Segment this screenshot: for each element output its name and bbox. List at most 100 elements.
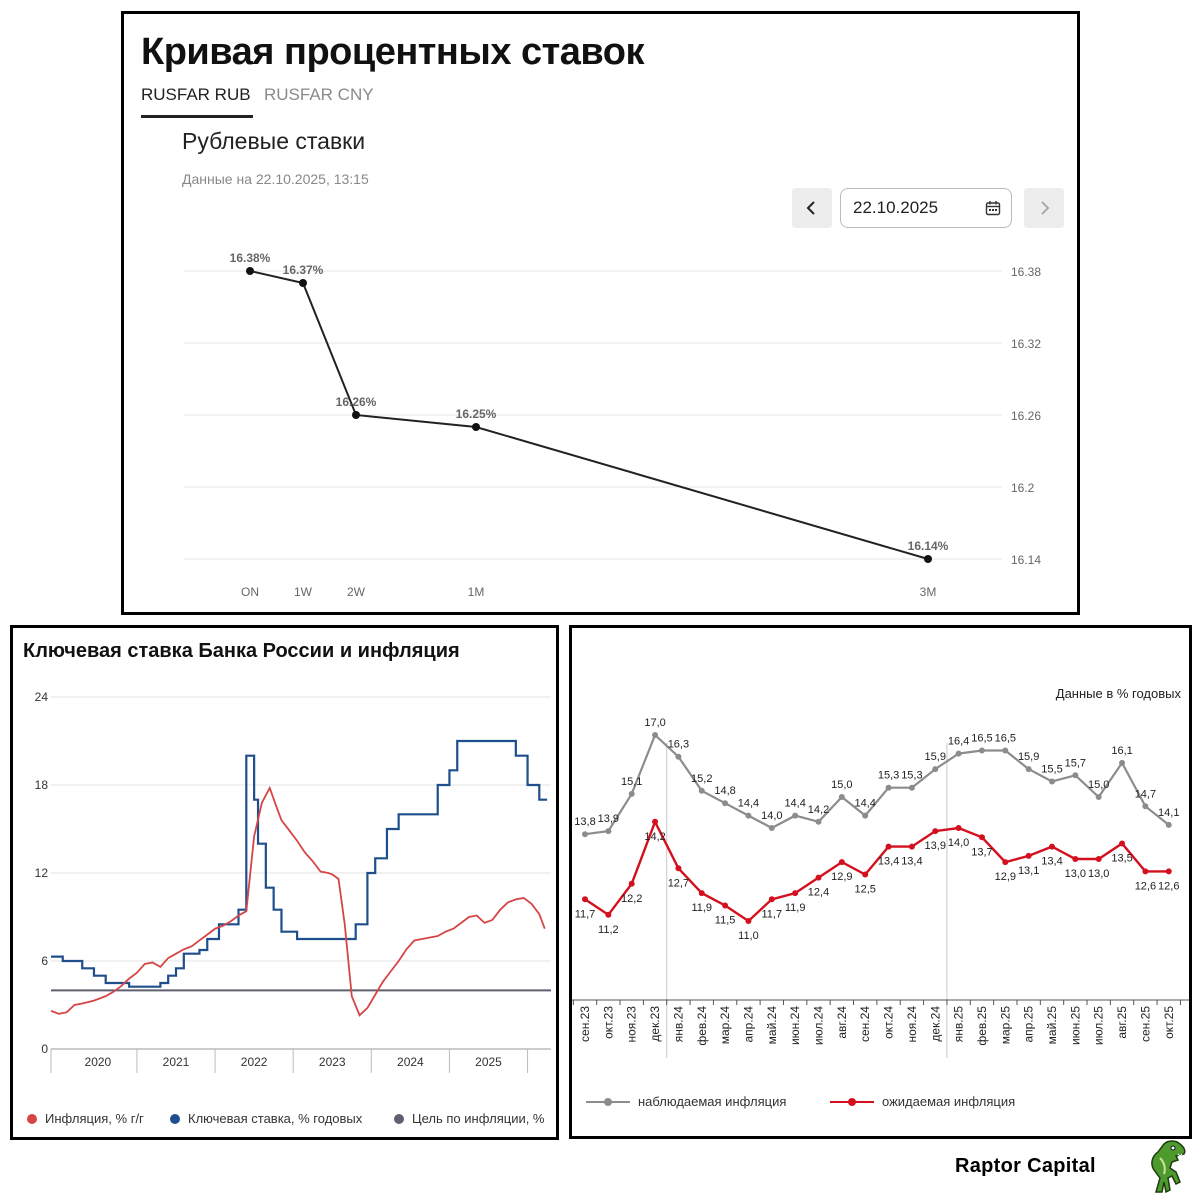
y-tick-label: 24 xyxy=(35,690,49,704)
legend-dot-red xyxy=(27,1113,37,1124)
x-tick-label: май.25 xyxy=(1045,1006,1059,1045)
data-label: 15,7 xyxy=(1065,757,1086,769)
dinosaur-logo-icon xyxy=(1151,1140,1186,1194)
page-title: Кривая процентных ставок xyxy=(141,31,645,73)
data-label: 16.37% xyxy=(283,263,324,277)
data-point xyxy=(908,843,915,850)
data-label: 12,7 xyxy=(668,877,689,889)
x-tick-label: 1W xyxy=(294,585,313,599)
chart-subtitle: Рублевые ставки xyxy=(182,128,366,154)
inflation-expectations-chart: сен.23 окт.23 ноя.23 дек.23 янв.24 фев.24 мар.… xyxy=(572,717,1189,1058)
data-point xyxy=(885,784,892,791)
data-point xyxy=(1165,868,1172,875)
prev-date-button[interactable] xyxy=(792,188,832,228)
year-label: 2024 xyxy=(397,1055,424,1069)
data-label: 16,1 xyxy=(1111,745,1132,757)
data-label: 13,9 xyxy=(598,813,619,825)
legend-label: наблюдаемая инфляция xyxy=(638,1094,787,1109)
data-label: 16,5 xyxy=(971,733,992,745)
data-label: 11,2 xyxy=(598,924,619,936)
data-point xyxy=(745,918,752,924)
x-tick-label: янв.24 xyxy=(671,1006,685,1043)
data-label: 15,1 xyxy=(621,776,642,788)
inflation-line xyxy=(50,785,546,1017)
x-tick-label: 3M xyxy=(920,585,937,599)
data-point xyxy=(1095,794,1102,800)
x-tick-label: сен.23 xyxy=(578,1006,592,1042)
data-point xyxy=(1142,803,1149,810)
key-rate-line xyxy=(51,739,548,988)
data-point xyxy=(1072,772,1079,779)
data-label: 13,7 xyxy=(971,846,992,858)
x-tick-label: фев.24 xyxy=(695,1006,709,1046)
x-tick-label: дек.24 xyxy=(928,1006,942,1042)
data-point xyxy=(815,874,822,881)
date-input[interactable]: 22.10.2025 xyxy=(840,188,1012,228)
data-point xyxy=(1072,856,1079,862)
data-label: 12,6 xyxy=(1158,880,1179,892)
data-label: 14,4 xyxy=(854,798,875,810)
tab-rusfar-cny[interactable]: RUSFAR CNY xyxy=(264,85,374,104)
data-point xyxy=(792,812,799,819)
key-rate-panel: 0 6 12 18 24 2020 2021 2022 2023 2024 2025 Ключева… xyxy=(10,625,559,1140)
data-label: 11,9 xyxy=(691,902,712,914)
legend-line-gray xyxy=(586,1097,630,1106)
x-tick-label: окт.25 xyxy=(1162,1006,1176,1039)
x-tick-label: ноя.23 xyxy=(625,1006,639,1043)
x-tick-label: окт.23 xyxy=(601,1006,615,1039)
data-label: 12,9 xyxy=(995,871,1016,883)
data-point xyxy=(1119,840,1126,847)
data-point xyxy=(1049,843,1055,850)
data-point xyxy=(924,555,932,563)
data-point xyxy=(628,790,635,797)
data-label: 13,4 xyxy=(901,856,922,868)
next-date-button[interactable] xyxy=(1024,188,1064,228)
data-label: 14,2 xyxy=(644,831,665,843)
year-label: 2021 xyxy=(163,1055,190,1069)
data-point xyxy=(628,880,635,887)
data-point xyxy=(299,279,307,287)
legend-key-rate: Ключевая ставка, % годовых xyxy=(170,1111,362,1126)
legend-label: Инфляция, % г/г xyxy=(45,1111,144,1126)
data-label: 16.26% xyxy=(336,395,377,409)
legend-label: ожидаемая инфляция xyxy=(882,1094,1016,1109)
data-label: 14,2 xyxy=(808,804,829,816)
data-label: 12,5 xyxy=(854,884,875,896)
legend-label: Цель по инфляции, % xyxy=(412,1111,545,1126)
data-label: 12,6 xyxy=(1135,880,1156,892)
data-point xyxy=(652,732,659,738)
x-tick-label: мар.25 xyxy=(998,1006,1012,1045)
data-point xyxy=(722,902,729,909)
y-tick-label: 16.38 xyxy=(1011,265,1041,279)
y-tick-label: 16.14 xyxy=(1011,553,1041,567)
data-point xyxy=(885,843,892,850)
tab-rusfar-rub[interactable]: RUSFAR RUB xyxy=(141,85,253,118)
data-point xyxy=(1002,747,1009,754)
data-label: 16,3 xyxy=(668,739,689,751)
data-label: 13,4 xyxy=(1041,856,1062,868)
data-label: 15,3 xyxy=(901,770,922,782)
data-label: 15,9 xyxy=(1018,751,1039,763)
data-point xyxy=(582,896,588,903)
data-point xyxy=(862,871,869,878)
data-point xyxy=(838,859,845,866)
x-tick-label: дек.23 xyxy=(648,1006,662,1042)
data-point xyxy=(722,800,729,807)
legend-inflation: Инфляция, % г/г xyxy=(27,1111,144,1126)
data-point xyxy=(908,784,915,791)
year-label: 2025 xyxy=(475,1055,502,1069)
data-point xyxy=(605,828,612,835)
data-label: 16.25% xyxy=(456,407,497,421)
x-tick-label: июн.24 xyxy=(788,1006,802,1045)
x-tick-label: сен.25 xyxy=(1138,1006,1152,1042)
y-tick-label: 12 xyxy=(35,866,49,880)
data-point xyxy=(955,750,962,757)
x-tick-label: сен.24 xyxy=(858,1006,872,1042)
data-label: 14,7 xyxy=(1135,788,1156,800)
calendar-icon[interactable] xyxy=(985,200,1001,216)
date-input-value: 22.10.2025 xyxy=(853,198,939,217)
data-label: 16,5 xyxy=(995,733,1016,745)
chevron-right-icon xyxy=(1041,201,1050,215)
x-tick-label: апр.25 xyxy=(1022,1006,1036,1043)
data-point xyxy=(582,831,588,838)
